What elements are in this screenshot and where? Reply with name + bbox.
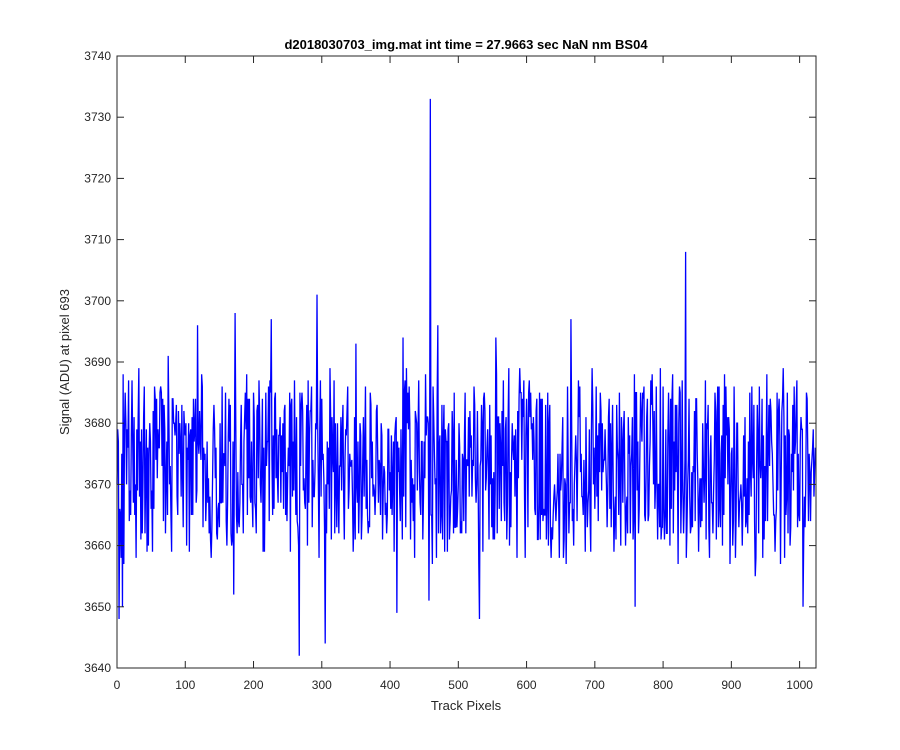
- x-tick-label: 400: [380, 678, 400, 692]
- x-tick-label: 0: [114, 678, 121, 692]
- y-axis-label: Signal (ADU) at pixel 693: [57, 289, 72, 435]
- y-tick-label: 3680: [84, 416, 111, 430]
- y-tick-label: 3720: [84, 171, 111, 185]
- y-axis-ticks: 3640 3650 3660 3670 3680 3690 3700 3710 3720 3730…: [84, 49, 816, 675]
- x-tick-label: 200: [244, 678, 264, 692]
- x-tick-label: 1000: [786, 678, 813, 692]
- y-tick-label: 3700: [84, 294, 111, 308]
- chart-title: d2018030703_img.mat int time = 27.9663 s…: [284, 37, 648, 52]
- y-tick-label: 3690: [84, 355, 111, 369]
- x-axis-label: Track Pixels: [431, 698, 502, 713]
- signal-series-line: [116, 98, 816, 656]
- x-tick-label: 900: [721, 678, 741, 692]
- x-tick-label: 300: [312, 678, 332, 692]
- y-tick-label: 3670: [84, 477, 111, 491]
- y-tick-label: 3740: [84, 49, 111, 63]
- y-tick-label: 3710: [84, 233, 111, 247]
- y-tick-label: 3650: [84, 600, 111, 614]
- x-tick-label: 500: [448, 678, 468, 692]
- x-tick-label: 800: [653, 678, 673, 692]
- x-tick-label: 700: [585, 678, 605, 692]
- x-tick-label: 100: [175, 678, 195, 692]
- x-axis-ticks: 0 100 200 300 400 500 600 700 800 900 1000: [114, 56, 813, 692]
- x-tick-label: 600: [517, 678, 537, 692]
- y-tick-label: 3660: [84, 539, 111, 553]
- plot-area: [117, 56, 816, 668]
- y-tick-label: 3730: [84, 110, 111, 124]
- y-tick-label: 3640: [84, 661, 111, 675]
